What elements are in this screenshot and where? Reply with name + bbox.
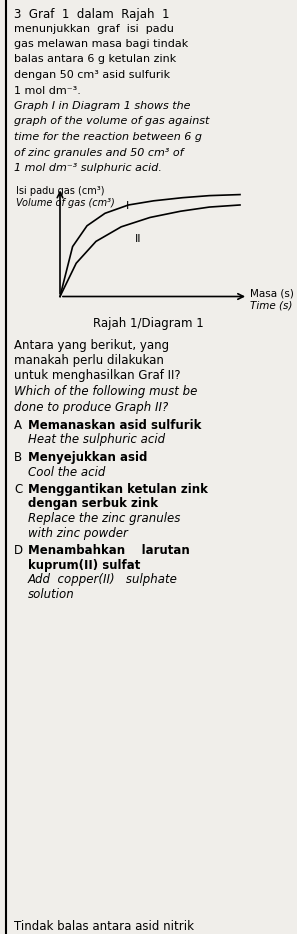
Text: gas melawan masa bagi tindak: gas melawan masa bagi tindak	[14, 39, 188, 49]
Text: Volume of gas (cm³): Volume of gas (cm³)	[16, 199, 115, 208]
Text: C: C	[14, 483, 22, 496]
Text: I: I	[125, 202, 129, 211]
Text: time for the reaction between 6 g: time for the reaction between 6 g	[14, 132, 202, 142]
Text: with zinc powder: with zinc powder	[28, 527, 128, 540]
Text: Heat the sulphuric acid: Heat the sulphuric acid	[28, 433, 165, 446]
Text: 1 mol dm⁻³ sulphuric acid.: 1 mol dm⁻³ sulphuric acid.	[14, 163, 162, 173]
Text: Replace the zinc granules: Replace the zinc granules	[28, 512, 180, 525]
Text: 3  Graf  1  dalam  Rajah  1: 3 Graf 1 dalam Rajah 1	[14, 8, 170, 21]
Text: Tindak balas antara asid nitrik: Tindak balas antara asid nitrik	[14, 920, 194, 933]
Text: dengan serbuk zink: dengan serbuk zink	[28, 498, 158, 511]
Text: II: II	[135, 234, 141, 244]
Text: manakah perlu dilakukan: manakah perlu dilakukan	[14, 354, 164, 367]
Text: graph of the volume of gas against: graph of the volume of gas against	[14, 117, 209, 126]
Text: B: B	[14, 451, 22, 464]
Text: Add  copper(II)   sulphate: Add copper(II) sulphate	[28, 573, 178, 586]
Text: Antara yang berikut, yang: Antara yang berikut, yang	[14, 338, 169, 351]
Text: A: A	[14, 419, 22, 432]
Text: balas antara 6 g ketulan zink: balas antara 6 g ketulan zink	[14, 54, 176, 64]
Text: Memanaskan asid sulfurik: Memanaskan asid sulfurik	[28, 419, 201, 432]
Text: Cool the acid: Cool the acid	[28, 465, 105, 478]
Text: Menggantikan ketulan zink: Menggantikan ketulan zink	[28, 483, 208, 496]
Text: menunjukkan  graf  isi  padu: menunjukkan graf isi padu	[14, 23, 174, 34]
Text: of zinc granules and 50 cm³ of: of zinc granules and 50 cm³ of	[14, 148, 184, 158]
Text: Graph I in Diagram 1 shows the: Graph I in Diagram 1 shows the	[14, 101, 190, 111]
Text: Masa (s): Masa (s)	[250, 289, 294, 299]
Text: kuprum(II) sulfat: kuprum(II) sulfat	[28, 559, 140, 572]
Text: Time (s): Time (s)	[250, 301, 292, 310]
Text: untuk menghasilkan Graf II?: untuk menghasilkan Graf II?	[14, 370, 181, 383]
Text: 1 mol dm⁻³.: 1 mol dm⁻³.	[14, 86, 81, 95]
Text: done to produce Graph II?: done to produce Graph II?	[14, 401, 168, 414]
Text: Which of the following must be: Which of the following must be	[14, 385, 198, 398]
Text: Menyejukkan asid: Menyejukkan asid	[28, 451, 147, 464]
Text: Menambahkan    larutan: Menambahkan larutan	[28, 544, 190, 557]
Text: dengan 50 cm³ asid sulfurik: dengan 50 cm³ asid sulfurik	[14, 70, 170, 80]
Text: Isi padu gas (cm³): Isi padu gas (cm³)	[16, 187, 105, 196]
Text: D: D	[14, 544, 23, 557]
Text: solution: solution	[28, 587, 75, 601]
Text: Rajah 1/Diagram 1: Rajah 1/Diagram 1	[93, 317, 203, 330]
